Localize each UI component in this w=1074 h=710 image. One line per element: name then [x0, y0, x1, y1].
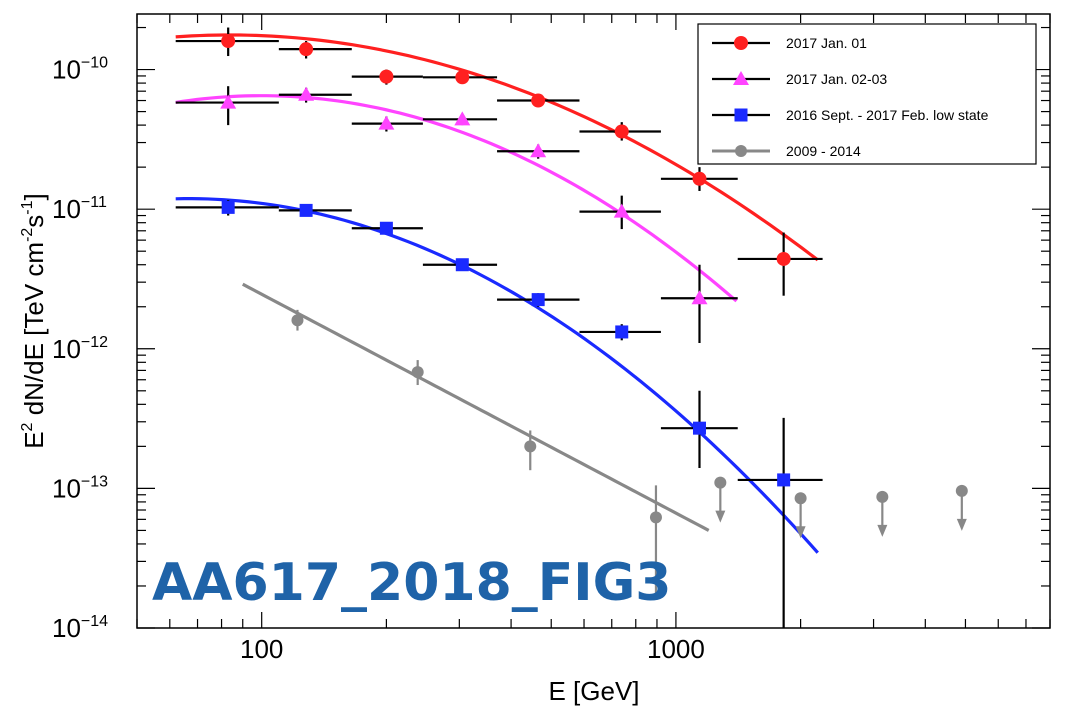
y-tick-exponent: −10	[81, 55, 108, 72]
data-point	[613, 203, 630, 218]
upper-limit-arrowhead	[956, 518, 967, 531]
data-point	[776, 251, 791, 266]
legend-marker	[733, 71, 749, 85]
y-axis-title-part: s	[19, 215, 49, 228]
x-tick-label: 100	[240, 634, 283, 664]
y-axis-title-part: dN/dE [TeV cm	[19, 242, 49, 423]
x-axis-title: E [GeV]	[548, 676, 639, 706]
fit-curves	[175, 33, 819, 554]
x-tick-label: 1000	[647, 634, 705, 664]
legend-label: 2009 - 2014	[786, 143, 861, 159]
upper-limit-point	[794, 492, 807, 505]
legend: 2017 Jan. 01 2017 Jan. 02-03 2016 Sept. - …	[697, 23, 1037, 165]
y-tick-base: 10	[52, 613, 81, 643]
data-point	[531, 293, 545, 307]
data-point	[220, 94, 237, 109]
data-point	[411, 366, 424, 379]
y-tick-exponent: −12	[81, 334, 108, 351]
data-point	[531, 93, 546, 108]
upper-limit-arrowhead	[795, 526, 806, 539]
legend-label: 2017 Jan. 02-03	[786, 71, 887, 87]
data-point	[524, 440, 537, 453]
data-point	[691, 290, 708, 305]
data-point	[221, 34, 236, 49]
y-axis-title: E2 dN/dE [TeV cm-2s-1]	[19, 193, 49, 449]
y-tick-exponent: −13	[81, 473, 108, 490]
legend-marker	[734, 36, 748, 50]
data-point	[615, 325, 629, 339]
upper-limit-point	[876, 490, 889, 503]
y-tick-label: 10−14	[52, 613, 108, 643]
y-tick-label: 10−11	[52, 194, 107, 224]
data-point	[298, 86, 315, 101]
y-tick-label: 10−10	[52, 55, 108, 85]
watermark-label: AA617_2018_FIG3	[152, 553, 672, 613]
y-axis-title-part: ]	[19, 193, 49, 200]
upper-limit-arrowhead	[877, 524, 888, 537]
legend-label: 2017 Jan. 01	[786, 35, 867, 51]
legend-box	[697, 23, 1037, 165]
y-tick-base: 10	[52, 473, 81, 503]
data-point	[299, 42, 314, 57]
data-point	[291, 314, 304, 327]
y-axis-title-sup: -2	[19, 228, 36, 242]
y-tick-exponent: −14	[81, 613, 108, 630]
fit-curve	[175, 33, 819, 262]
upper-limit-point	[714, 476, 727, 489]
data-point	[649, 511, 662, 524]
y-tick-label: 10−13	[52, 473, 108, 503]
data-point	[777, 473, 791, 487]
legend-marker	[734, 108, 748, 122]
y-tick-base: 10	[52, 55, 81, 85]
upper-limit-point	[955, 484, 968, 497]
data-point	[378, 115, 395, 130]
data-point	[379, 221, 393, 235]
upper-limit-arrowhead	[715, 510, 726, 523]
y-axis-title-sup: 2	[19, 422, 36, 431]
data-points	[175, 27, 968, 628]
y-tick-label: 10−12	[52, 334, 108, 364]
data-point	[379, 69, 394, 84]
y-tick-exponent: −11	[81, 194, 107, 211]
data-point	[530, 143, 547, 158]
data-point	[221, 200, 235, 214]
data-point	[455, 70, 470, 85]
y-tick-base: 10	[52, 194, 81, 224]
data-point	[455, 258, 469, 272]
data-point	[454, 111, 471, 126]
data-point	[692, 171, 707, 186]
fit-curve	[175, 197, 819, 554]
y-axis-title-part: E	[19, 431, 49, 448]
legend-marker	[735, 145, 747, 157]
y-tick-base: 10	[52, 334, 81, 364]
y-axis-title-sup: -1	[19, 200, 36, 214]
fit-curve	[241, 282, 710, 532]
legend-label: 2016 Sept. - 2017 Feb. low state	[786, 107, 989, 123]
fit-curve	[175, 94, 738, 303]
data-point	[692, 421, 706, 435]
data-point	[614, 124, 629, 139]
data-point	[299, 203, 313, 217]
